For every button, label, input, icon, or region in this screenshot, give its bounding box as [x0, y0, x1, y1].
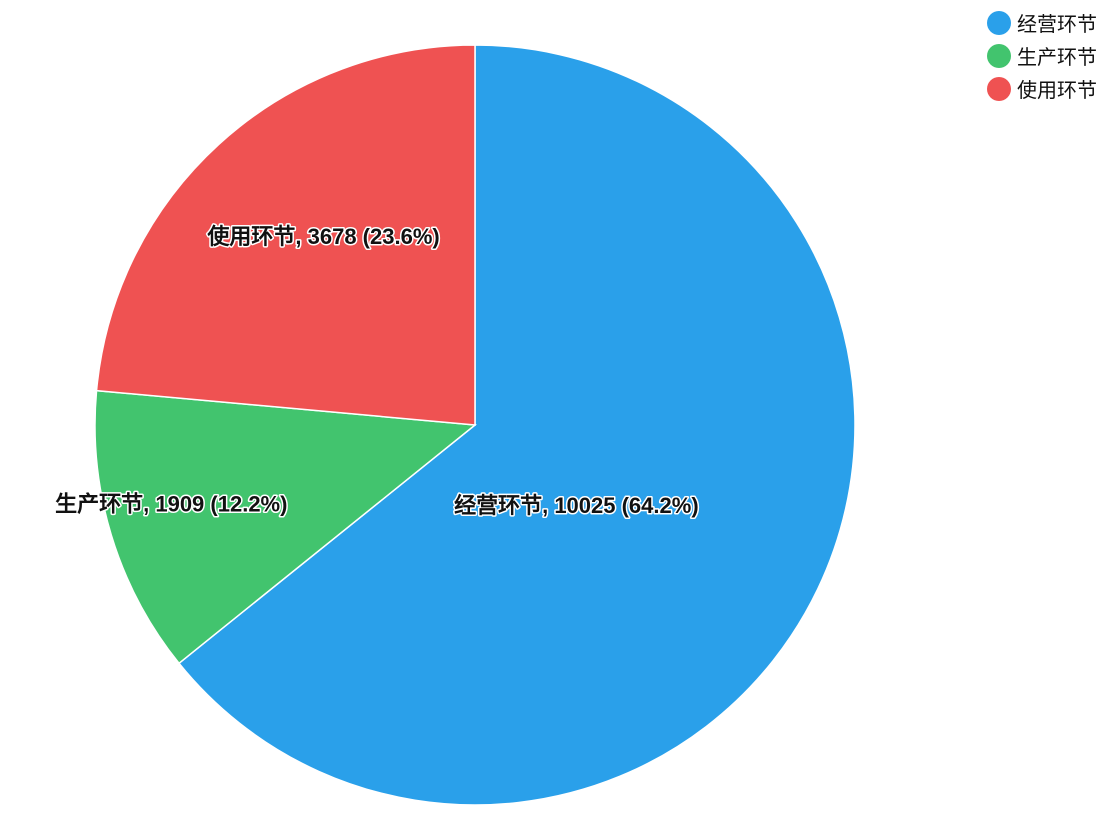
pie-slice-0[interactable] — [177, 44, 856, 806]
legend-label-0: 经营环节 — [1017, 12, 1097, 36]
legend-swatch-0 — [987, 10, 1011, 35]
legend-item-1[interactable]: 生产环节 — [987, 42, 1097, 69]
legend-label-2: 使用环节 — [1017, 78, 1097, 102]
pie-slice-label-0: 经营环节, 10025 (64.2%) — [454, 493, 699, 518]
pie-slice-label-1: 生产环节, 1909 (12.2%) — [55, 492, 287, 517]
pie-slice-label-2: 使用环节, 3678 (23.6%) — [206, 224, 439, 249]
legend-item-0[interactable]: 经营环节 — [987, 9, 1097, 36]
legend-label-1: 生产环节 — [1017, 45, 1097, 69]
legend-item-2[interactable]: 使用环节 — [987, 75, 1097, 102]
pie-slice-2[interactable] — [95, 44, 476, 426]
legend: 经营环节 生产环节 使用环节 — [987, 9, 1097, 102]
pie-labels: 经营环节, 10025 (64.2%) 生产环节, 1909 (12.2%) 使用环… — [54, 223, 701, 520]
pie-slice-1[interactable] — [94, 389, 477, 665]
legend-swatch-1 — [987, 43, 1011, 68]
pie-slices — [94, 44, 856, 806]
legend-swatch-2 — [987, 76, 1011, 101]
